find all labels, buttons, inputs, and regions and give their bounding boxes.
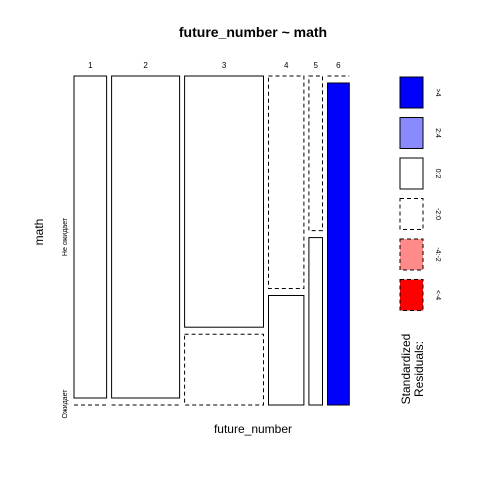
legend-swatch [400, 118, 423, 149]
x-axis-label: future_number [214, 422, 292, 436]
mosaic-tile [185, 334, 264, 405]
legend-label: 2:4 [434, 128, 441, 138]
column-label: 6 [336, 61, 341, 70]
legend-swatch [400, 158, 423, 189]
legend-label: -2:0 [434, 208, 441, 220]
y-axis-label: math [32, 219, 46, 246]
legend-label: 0:2 [434, 169, 441, 179]
legend-title: StandardizedResiduals: [399, 334, 426, 405]
mosaic-tile [269, 76, 304, 289]
row-label: Не ожидает [62, 217, 69, 256]
mosaic-tile [185, 76, 264, 327]
mosaic-tile [309, 76, 323, 231]
column-label: 4 [284, 61, 289, 70]
legend-swatch [400, 199, 423, 230]
row-labels: Не ожидает Ожидает [62, 217, 69, 418]
legend-swatch [400, 77, 423, 108]
mosaic-tile [309, 238, 323, 405]
legend-label: <-4 [434, 290, 441, 300]
column-label: 3 [222, 61, 227, 70]
mosaic-tiles [74, 76, 349, 405]
chart-title: future_number ~ math [179, 24, 327, 40]
legend-label: -4:-2 [434, 247, 441, 262]
legend-label: >4 [434, 89, 441, 97]
column-label: 2 [143, 61, 148, 70]
legend: >4 2:4 0:2 -2:0 -4:-2 <-4 StandardizedResidual… [399, 77, 441, 404]
mosaic-tile [328, 83, 350, 405]
legend-swatch [400, 239, 423, 270]
mosaic-tile [112, 76, 180, 398]
column-label: 1 [88, 61, 93, 70]
row-label: Ожидает [62, 389, 69, 419]
mosaic-tile [269, 296, 304, 406]
mosaic-tile [74, 76, 107, 398]
column-labels: 1 2 3 4 5 6 [88, 61, 341, 70]
column-label: 5 [313, 61, 318, 70]
legend-swatch [400, 280, 423, 311]
